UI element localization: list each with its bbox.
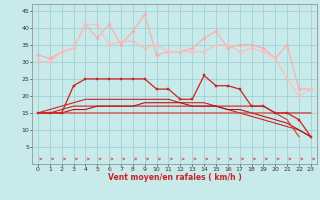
X-axis label: Vent moyen/en rafales ( km/h ): Vent moyen/en rafales ( km/h ) bbox=[108, 173, 241, 182]
